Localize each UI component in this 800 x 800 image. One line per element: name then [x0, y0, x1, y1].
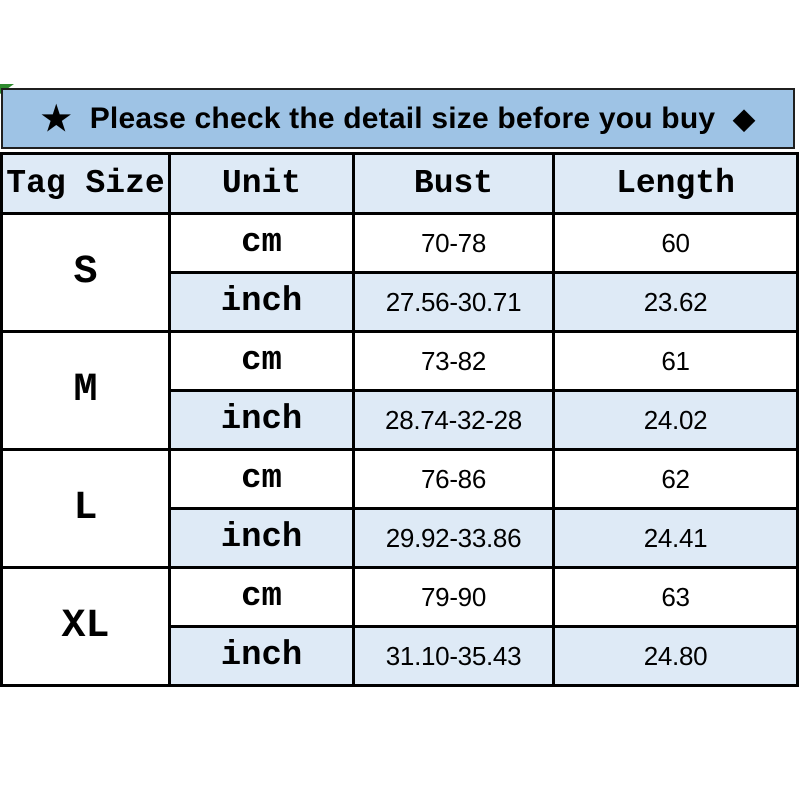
size-cell-l: L: [0, 448, 171, 569]
column-header-tag-size: Tag Size: [0, 152, 171, 215]
column-header-unit: Unit: [168, 152, 355, 215]
table-row: inch 29.92-33.86 24.41: [2, 507, 799, 569]
bust-cell: 31.10-35.43: [352, 625, 555, 687]
star-icon: ★: [41, 99, 72, 138]
table-row: inch 28.74-32-28 24.02: [2, 389, 799, 451]
notice-banner: ★ Please check the detail size before yo…: [1, 88, 795, 149]
size-cell-m: M: [0, 330, 171, 451]
banner-text: Please check the detail size before you …: [89, 101, 716, 135]
length-cell: 61: [552, 330, 799, 392]
length-cell: 60: [552, 212, 799, 274]
length-cell: 24.80: [552, 625, 799, 687]
length-cell: 62: [552, 448, 799, 510]
size-cell-s: S: [0, 212, 171, 333]
table-row: S cm 70-78 60: [0, 212, 799, 333]
column-header-length: Length: [552, 152, 799, 215]
unit-cell: inch: [168, 271, 355, 333]
bust-cell: 29.92-33.86: [352, 507, 555, 569]
unit-cell: inch: [168, 389, 355, 451]
bust-cell: 73-82: [352, 330, 555, 392]
unit-cell: cm: [168, 330, 355, 392]
unit-cell: inch: [168, 625, 355, 687]
size-chart-table: Tag Size Unit Bust Length S cm 70-78 60 …: [0, 152, 799, 687]
length-cell: 24.41: [552, 507, 799, 569]
length-cell: 23.62: [552, 271, 799, 333]
bust-cell: 70-78: [352, 212, 555, 274]
diamond-icon: ◆: [733, 102, 755, 134]
table-row: inch 31.10-35.43 24.80: [2, 625, 799, 687]
header-row: Tag Size Unit Bust Length: [0, 152, 799, 215]
table-row: inch 27.56-30.71 23.62: [2, 271, 799, 333]
size-cell-xl: XL: [0, 566, 171, 687]
unit-cell: cm: [168, 566, 355, 628]
bust-cell: 76-86: [352, 448, 555, 510]
unit-cell: cm: [168, 448, 355, 510]
column-header-bust: Bust: [352, 152, 555, 215]
table-row: L cm 76-86 62: [0, 448, 799, 569]
length-cell: 63: [552, 566, 799, 628]
unit-cell: inch: [168, 507, 355, 569]
unit-cell: cm: [168, 212, 355, 274]
table-row: XL cm 79-90 63: [0, 566, 799, 687]
table-row: M cm 73-82 61: [0, 330, 799, 451]
bust-cell: 28.74-32-28: [352, 389, 555, 451]
length-cell: 24.02: [552, 389, 799, 451]
bust-cell: 79-90: [352, 566, 555, 628]
bust-cell: 27.56-30.71: [352, 271, 555, 333]
